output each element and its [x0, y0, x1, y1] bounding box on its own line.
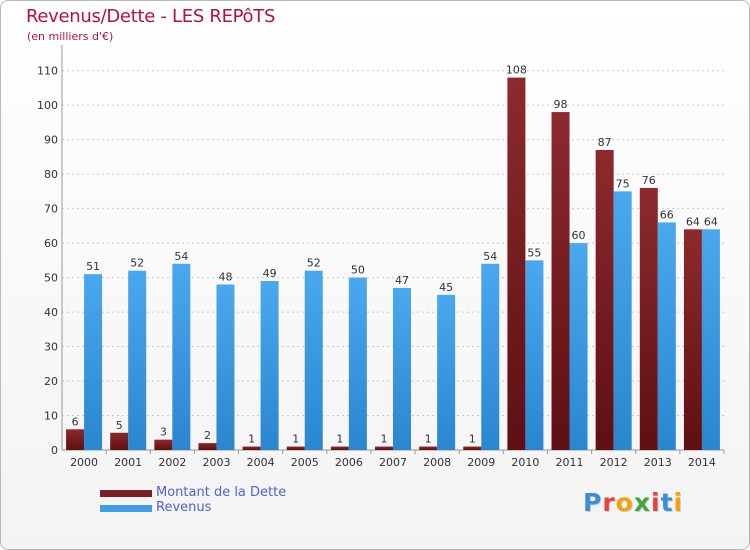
y-tick-label: 70 — [44, 203, 58, 216]
bar-revenus — [657, 222, 676, 450]
x-tick-label: 2003 — [202, 456, 230, 469]
value-label-revenus: 47 — [395, 274, 409, 287]
bar-dette — [66, 429, 85, 450]
bar-revenus — [393, 287, 411, 450]
bar-revenus — [525, 260, 544, 450]
value-label-dette: 64 — [686, 215, 700, 228]
bar-revenus — [437, 294, 456, 450]
bar-revenus — [569, 243, 588, 450]
x-tick-label: 2000 — [70, 456, 98, 469]
bar-dette — [375, 446, 393, 450]
value-label-revenus: 54 — [174, 250, 188, 263]
value-label-dette: 1 — [292, 433, 299, 446]
value-label-revenus: 52 — [130, 257, 144, 270]
y-tick-label: 60 — [44, 237, 58, 250]
bar-revenus — [216, 284, 235, 450]
x-tick-label: 2011 — [556, 456, 584, 469]
value-label-revenus: 54 — [483, 250, 497, 263]
x-tick-label: 2006 — [335, 456, 363, 469]
bar-revenus — [348, 277, 367, 450]
value-label-revenus: 64 — [704, 215, 718, 228]
chart-title: Revenus/Dette - LES REPôTS — [26, 6, 276, 27]
value-label-dette: 108 — [506, 64, 527, 77]
value-label-revenus: 50 — [351, 264, 365, 277]
value-label-dette: 1 — [248, 433, 255, 446]
bar-dette — [286, 446, 305, 450]
bar-dette — [198, 443, 217, 450]
y-tick-label: 80 — [44, 168, 58, 181]
y-tick-label: 100 — [37, 99, 58, 112]
proxiti-logo: Proxiti — [583, 488, 684, 517]
bar-dette — [595, 150, 614, 450]
bar-dette — [639, 187, 658, 450]
value-label-revenus: 51 — [86, 260, 100, 273]
value-label-dette: 2 — [204, 429, 211, 442]
x-tick-label: 2001 — [114, 456, 142, 469]
bar-dette — [507, 77, 526, 450]
bar-dette — [330, 446, 349, 450]
value-label-dette: 1 — [469, 433, 476, 446]
value-label-revenus: 55 — [527, 246, 541, 259]
value-label-revenus: 75 — [616, 177, 630, 190]
x-tick-label: 2010 — [511, 456, 539, 469]
value-label-dette: 1 — [381, 433, 388, 446]
bar-dette — [419, 446, 438, 450]
y-tick-label: 0 — [51, 444, 58, 457]
y-tick-label: 50 — [44, 272, 58, 285]
bar-dette — [463, 446, 482, 450]
bar-revenus — [613, 191, 632, 450]
bar-revenus — [481, 263, 500, 450]
bar-revenus — [701, 229, 720, 450]
bar-dette — [683, 229, 702, 450]
x-tick-label: 2005 — [291, 456, 319, 469]
x-tick-label: 2012 — [600, 456, 628, 469]
value-label-dette: 5 — [116, 419, 123, 432]
value-label-dette: 3 — [160, 426, 167, 439]
value-label-revenus: 60 — [572, 229, 586, 242]
y-tick-label: 30 — [44, 341, 58, 354]
y-tick-label: 40 — [44, 306, 58, 319]
x-tick-label: 2013 — [644, 456, 672, 469]
y-tick-label: 110 — [37, 65, 58, 78]
bar-revenus — [304, 270, 323, 450]
value-label-dette: 76 — [642, 174, 656, 187]
y-tick-label: 90 — [44, 134, 58, 147]
bar-revenus — [128, 270, 147, 450]
value-label-dette: 1 — [425, 433, 432, 446]
chart-subtitle: (en milliers d'€) — [27, 30, 114, 43]
bar-dette — [154, 439, 173, 450]
value-label-dette: 6 — [72, 415, 79, 428]
value-label-dette: 98 — [554, 98, 568, 111]
value-label-revenus: 45 — [439, 281, 453, 294]
x-tick-label: 2009 — [467, 456, 495, 469]
bar-revenus — [260, 281, 279, 450]
legend-swatch-dette — [100, 490, 152, 497]
legend-swatch-revenus — [100, 505, 152, 512]
bar-revenus — [172, 263, 191, 450]
x-tick-label: 2008 — [423, 456, 451, 469]
value-label-revenus: 66 — [660, 208, 674, 221]
y-tick-label: 10 — [44, 410, 58, 423]
bar-dette — [242, 446, 261, 450]
value-label-dette: 87 — [598, 136, 612, 149]
value-label-revenus: 49 — [263, 267, 277, 280]
value-label-revenus: 52 — [307, 257, 321, 270]
x-tick-label: 2002 — [158, 456, 186, 469]
x-tick-label: 2014 — [688, 456, 716, 469]
bar-dette — [551, 112, 570, 450]
bar-dette — [110, 432, 129, 450]
value-label-dette: 1 — [336, 433, 343, 446]
bar-revenus — [84, 274, 103, 450]
legend-label-dette: Montant de la Dette — [156, 485, 287, 500]
x-tick-label: 2004 — [247, 456, 275, 469]
legend-label-revenus: Revenus — [156, 500, 212, 515]
x-tick-label: 2007 — [379, 456, 407, 469]
value-label-revenus: 48 — [218, 270, 232, 283]
y-tick-label: 20 — [44, 375, 58, 388]
